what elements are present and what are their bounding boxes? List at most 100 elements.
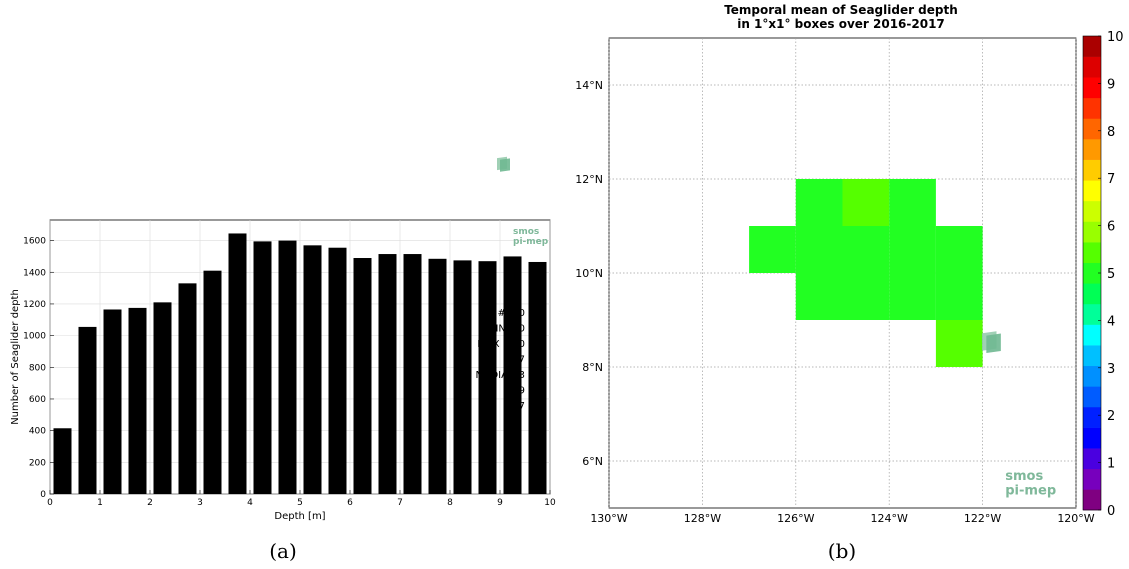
histogram-stats-box: # 7 0 MIN 0 0 MAX 10 0 A 7 MEDIAN 3 T 9 Q 7: [476, 308, 525, 412]
map-cell: [889, 226, 936, 273]
histogram-stats-line: MAX 10 0: [477, 339, 525, 350]
map-cell: [795, 226, 843, 273]
histogram-bar: [153, 302, 172, 494]
logo-text-smos: smos: [513, 227, 539, 237]
histogram-bar: [228, 233, 247, 494]
histogram-x-tick-label: 9: [497, 498, 503, 508]
colorbar-swatch: [1083, 283, 1101, 305]
histogram-bar: [203, 270, 222, 494]
map-cell: [795, 273, 843, 320]
histogram-bar: [78, 326, 97, 494]
colorbar-swatch: [1083, 221, 1101, 243]
colorbar-swatch: [1083, 36, 1101, 57]
histogram-x-ticks: 0 1 2 3 4 5 6 7 8 9 10: [47, 490, 556, 508]
colorbar-tick-label: 4: [1107, 314, 1115, 329]
colorbar-swatch: [1083, 365, 1101, 387]
colorbar-swatch: [1083, 303, 1101, 325]
colorbar-swatch: [1083, 406, 1101, 428]
map-latitude-ticks: 6°N 8°N 10°N 12°N 14°N: [575, 79, 603, 468]
histogram-y-ticks: 0 200 400 600 800 1000 1200 1400 1600: [23, 237, 54, 500]
map-cell: [935, 273, 983, 320]
map-grid: [608, 38, 1077, 508]
map-longitude-label: 120°W: [1057, 512, 1094, 525]
histogram-stats-line: MIN 0 0: [487, 324, 525, 335]
histogram-bar: [478, 261, 497, 494]
histogram-bar: [53, 428, 72, 494]
map-cells: [749, 179, 983, 367]
colorbar-swatch: [1083, 427, 1101, 449]
colorbar-tick-label: 6: [1107, 220, 1115, 235]
histogram-x-tick-label: 5: [297, 498, 303, 508]
histogram-stats-line: # 7 0: [498, 308, 525, 319]
colorbar-swatch: [1083, 180, 1101, 202]
map-cell: [842, 179, 890, 226]
histogram-stats-line: A 7: [509, 355, 525, 366]
histogram-stats-line: MEDIAN 3: [476, 370, 525, 381]
histogram-y-tick-label: 1200: [23, 300, 46, 310]
colorbar-tick-label: 3: [1107, 362, 1115, 377]
colorbar-swatch: [1083, 468, 1101, 490]
map-longitude-label: 128°W: [684, 512, 721, 525]
histogram-x-tick-label: 3: [197, 498, 203, 508]
logo-text-smos: smos: [1005, 469, 1043, 484]
histogram-x-tick-label: 4: [247, 498, 253, 508]
colorbar-tick-label: 0: [1107, 504, 1115, 519]
histogram-y-tick-label: 200: [29, 458, 46, 468]
histogram-panel: 0 1 2 3 4 5 6 7 8 9 10 0 200 400 600 800 1000 1200 1400 16…: [10, 156, 556, 563]
histogram-y-tick-label: 1600: [23, 237, 46, 247]
colorbar-swatch: [1083, 139, 1101, 160]
histogram-y-tick-label: 400: [29, 427, 46, 437]
logo-text-pimep: pi-mep: [1005, 484, 1056, 499]
colorbar-swatch: [1083, 489, 1101, 511]
colorbar-tick-label: 5: [1107, 267, 1115, 282]
map-latitude-label: 8°N: [582, 361, 603, 374]
histogram-x-tick-label: 1: [97, 498, 103, 508]
histogram-xlabel: Depth [m]: [274, 511, 325, 522]
colorbar-tick-label: 1: [1107, 457, 1115, 472]
histogram-x-tick-label: 6: [347, 498, 353, 508]
map-longitude-label: 126°W: [777, 512, 814, 525]
map-latitude-label: 12°N: [575, 173, 603, 186]
logo-text-pimep: pi-mep: [513, 237, 549, 247]
colorbar-swatch: [1083, 386, 1101, 408]
histogram-y-tick-label: 1400: [23, 268, 46, 278]
colorbar-swatch: [1083, 262, 1101, 284]
histogram-bar: [353, 258, 372, 494]
colorbar-tick-label: 7: [1107, 172, 1115, 187]
colorbar: 0 1 2 3 4 5 6 7 8 9 10: [1082, 30, 1124, 519]
panel-caption-a: (a): [269, 539, 297, 563]
histogram-bar: [378, 254, 397, 494]
colorbar-swatch: [1083, 242, 1101, 263]
map-longitude-label: 124°W: [871, 512, 908, 525]
histogram-bars: [53, 233, 547, 494]
histogram-y-tick-label: 800: [29, 363, 46, 373]
histogram-bar: [253, 241, 272, 494]
histogram-x-tick-label: 10: [544, 498, 556, 508]
histogram-x-tick-label: 7: [397, 498, 403, 508]
map-longitude-ticks: 130°W 128°W 126°W 124°W 122°W 120°W: [590, 512, 1094, 525]
map-latitude-label: 14°N: [575, 79, 603, 92]
histogram-stats-line: Q 7: [508, 401, 525, 412]
map-panel: Temporal mean of Seaglider depth in 1°x1…: [575, 3, 1123, 563]
panel-caption-b: (b): [828, 539, 856, 563]
histogram-bar: [178, 283, 197, 494]
map-cell: [842, 226, 890, 273]
map-cell: [889, 179, 936, 226]
colorbar-swatch: [1083, 200, 1101, 222]
map-subtitle: in 1°x1° boxes over 2016-2017: [737, 17, 945, 31]
map-cell: [795, 179, 843, 226]
logo-mark-front: [986, 333, 1001, 353]
colorbar-swatch: [1083, 345, 1101, 367]
colorbar-swatch: [1083, 77, 1101, 99]
map-cell: [889, 273, 936, 320]
map-cell: [842, 273, 890, 320]
histogram-ylabel: Number of Seaglider depth: [10, 289, 21, 425]
map-cell: [749, 226, 796, 273]
histogram-bar: [128, 307, 147, 494]
map-latitude-label: 10°N: [575, 267, 603, 280]
map-cell: [935, 226, 983, 273]
histogram-bar: [403, 254, 422, 494]
histogram-y-tick-label: 600: [29, 395, 46, 405]
